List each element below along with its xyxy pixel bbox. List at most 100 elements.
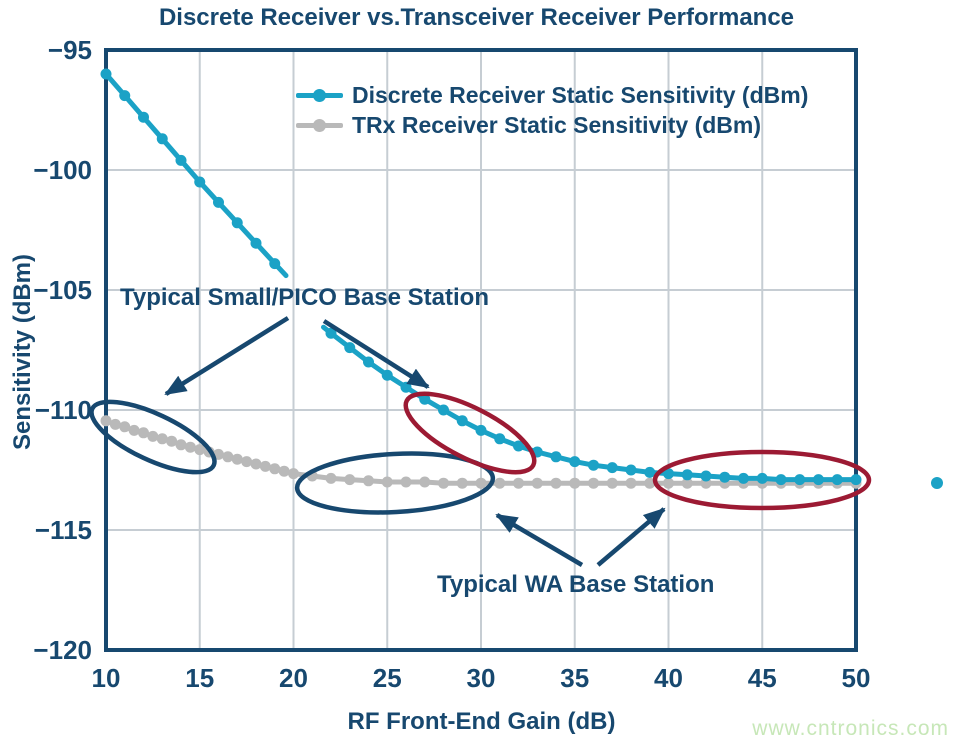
data-point-trx	[606, 477, 618, 489]
stray-data-dot	[931, 477, 943, 489]
data-point-trx	[419, 476, 431, 488]
data-point-discrete	[831, 474, 843, 486]
data-point-discrete	[813, 474, 824, 486]
highlight-ellipse-navy	[294, 451, 496, 515]
data-point-trx	[156, 433, 168, 445]
data-point-trx	[184, 441, 196, 453]
data-point-discrete	[456, 415, 468, 427]
annotation-arrow	[164, 316, 290, 396]
data-point-discrete	[550, 451, 562, 463]
legend-marker-discrete	[296, 88, 343, 102]
data-point-discrete	[269, 258, 281, 270]
chart-title: Discrete Receiver vs.Transceiver Receive…	[158, 4, 795, 31]
data-point-discrete	[850, 474, 862, 486]
data-point-discrete	[175, 154, 187, 166]
y-axis-title: Sensitivity (dBm)	[9, 253, 36, 451]
highlight-ellipse-navy	[89, 399, 217, 475]
data-point-trx	[166, 435, 178, 447]
x-tick-label: 20	[279, 663, 308, 693]
data-point-discrete	[325, 327, 337, 339]
data-point-trx	[494, 477, 506, 489]
data-point-trx	[128, 424, 140, 436]
x-tick-label: 10	[92, 663, 121, 693]
data-point-trx	[569, 477, 581, 489]
data-point-trx	[663, 477, 674, 489]
watermark-text: www.cntronics.com	[752, 717, 949, 740]
data-point-discrete	[100, 68, 112, 80]
data-point-discrete	[400, 381, 412, 393]
data-point-trx	[381, 476, 393, 488]
data-point-trx	[456, 477, 468, 489]
data-point-discrete	[756, 472, 768, 484]
data-point-trx	[475, 477, 487, 489]
data-point-discrete	[363, 356, 374, 368]
data-point-trx	[513, 477, 524, 489]
data-point-trx	[259, 460, 271, 472]
legend-marker-trx	[296, 118, 343, 132]
data-point-discrete	[625, 464, 637, 476]
data-point-discrete	[569, 456, 581, 468]
legend-label-trx: TRx Receiver Static Sensitivity (dBm)	[352, 111, 762, 138]
data-point-discrete	[513, 440, 524, 452]
data-point-trx	[269, 463, 281, 475]
data-point-trx	[222, 451, 234, 463]
y-tick-label: −115	[35, 515, 92, 545]
data-point-discrete	[475, 424, 487, 436]
data-point-discrete	[700, 470, 712, 482]
legend-item-trx: TRx Receiver Static Sensitivity (dBm)	[296, 110, 808, 140]
data-point-discrete	[775, 474, 787, 486]
data-point-trx	[588, 477, 599, 489]
data-point-trx	[241, 456, 253, 468]
data-point-trx	[625, 477, 637, 489]
x-tick-label: 25	[373, 663, 402, 693]
data-point-trx	[644, 477, 656, 489]
data-point-discrete	[250, 237, 262, 249]
y-tick-label: −105	[33, 275, 92, 305]
data-point-trx	[175, 439, 187, 451]
data-point-trx	[250, 458, 262, 470]
data-point-trx	[681, 477, 693, 489]
data-point-discrete	[156, 133, 168, 145]
y-tick-label: −120	[33, 635, 92, 665]
data-point-trx	[138, 427, 149, 439]
data-point-trx	[100, 415, 112, 427]
annotation-wa-base-station: Typical WA Base Station	[437, 571, 715, 598]
data-point-discrete	[138, 111, 149, 123]
data-point-discrete	[663, 468, 674, 480]
legend-label-discrete: Discrete Receiver Static Sensitivity (dB…	[352, 81, 809, 108]
data-point-trx	[438, 477, 449, 489]
data-point-discrete	[644, 466, 656, 478]
data-point-discrete	[606, 462, 618, 474]
data-point-trx	[231, 453, 243, 465]
x-axis-title: RF Front-End Gain (dB)	[347, 708, 616, 735]
annotation-arrow	[596, 507, 666, 567]
data-point-discrete	[588, 459, 599, 471]
annotation-arrow	[322, 319, 430, 389]
data-point-discrete	[438, 404, 449, 416]
x-tick-label: 45	[748, 663, 777, 693]
data-point-trx	[109, 418, 121, 430]
data-point-trx	[400, 476, 412, 488]
x-tick-label: 35	[560, 663, 589, 693]
data-point-discrete	[231, 217, 243, 229]
data-point-discrete	[344, 342, 356, 354]
chart-legend: Discrete Receiver Static Sensitivity (dB…	[296, 80, 808, 140]
annotation-small-pico-base-station: Typical Small/PICO Base Station	[120, 284, 489, 311]
data-point-trx	[194, 444, 206, 456]
highlight-ellipse-red	[652, 449, 872, 511]
data-point-trx	[288, 468, 299, 480]
data-point-discrete	[738, 472, 749, 484]
data-point-discrete	[494, 433, 506, 445]
data-point-trx	[531, 477, 543, 489]
data-point-trx	[278, 465, 290, 477]
data-point-trx	[363, 475, 374, 487]
data-point-trx	[147, 430, 159, 442]
highlight-ellipse-red	[403, 391, 537, 475]
data-point-discrete	[719, 471, 731, 483]
data-point-discrete	[419, 393, 431, 405]
x-tick-label: 50	[842, 663, 871, 693]
data-point-trx	[325, 472, 337, 484]
y-tick-label: −95	[48, 35, 92, 65]
